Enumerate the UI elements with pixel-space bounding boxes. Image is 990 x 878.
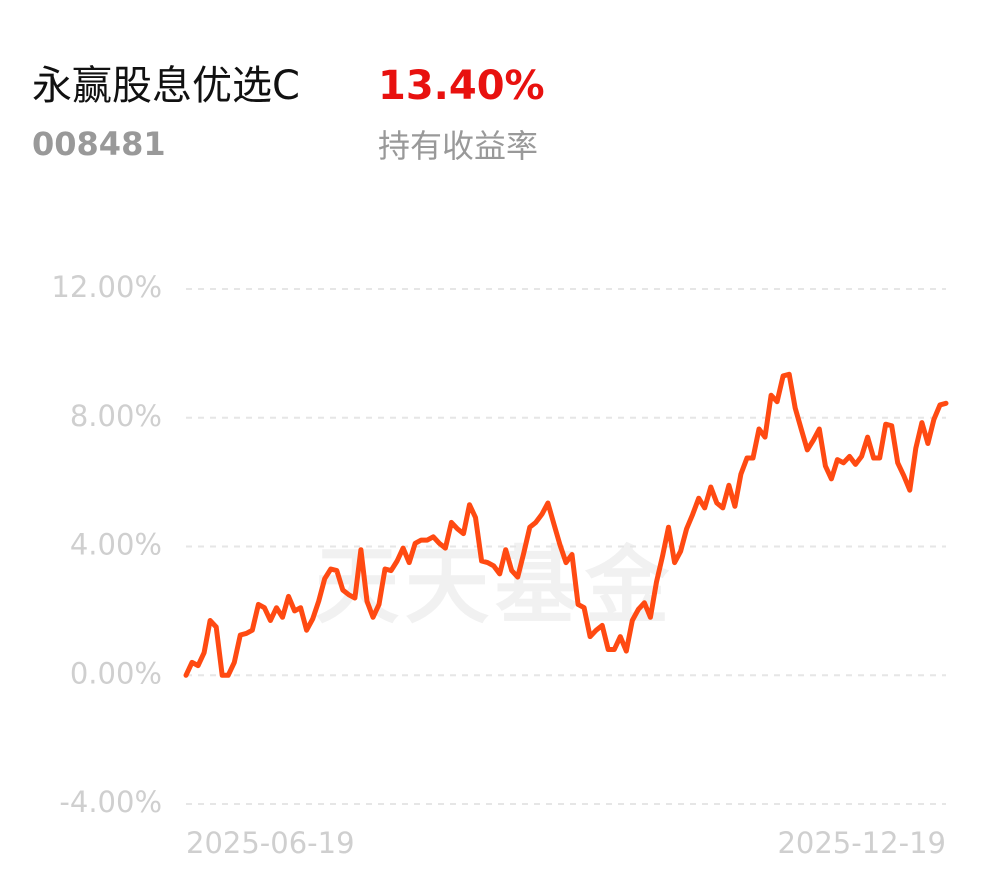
plot: -4.00% 0.00% 4.00% 8.00% 12.00% 2025-06-19 202… (51, 270, 949, 860)
fund-code: 008481 (32, 125, 166, 163)
return-value: 13.40% (378, 63, 545, 109)
line-series (183, 371, 949, 678)
y-tick-label: 4.00% (70, 528, 162, 562)
watermark: 天天基金 (315, 537, 675, 635)
fund-name: 永赢股息优选C (32, 63, 300, 109)
y-tick-label: 12.00% (51, 270, 162, 304)
x-tick-label: 2025-06-19 (186, 826, 355, 860)
y-tick-label: -4.00% (59, 785, 162, 819)
y-tick-label: 8.00% (70, 399, 162, 433)
return-label: 持有收益率 (378, 127, 538, 165)
y-tick-label: 0.00% (70, 656, 162, 690)
x-tick-label: 2025-12-19 (777, 826, 946, 860)
